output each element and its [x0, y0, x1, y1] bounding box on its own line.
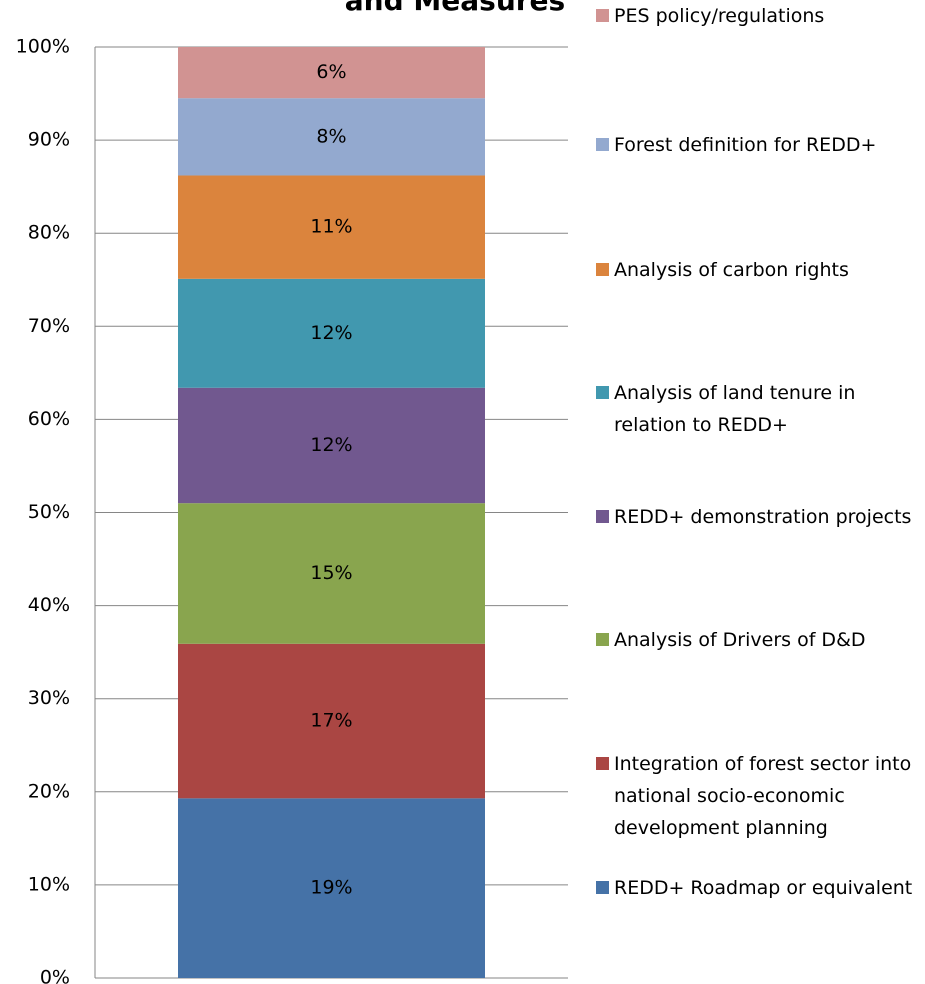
data-label: 17% [310, 710, 352, 732]
data-label: 15% [310, 562, 352, 584]
legend-item: Analysis of carbon rights [596, 254, 916, 286]
legend-label: Analysis of land tenure in relation to R… [614, 382, 856, 436]
y-tick-label: 40% [28, 594, 70, 616]
legend-label: Analysis of Drivers of D&D [614, 629, 866, 651]
y-tick-label: 80% [28, 222, 70, 244]
y-tick-label: 20% [28, 780, 70, 802]
data-label: 11% [310, 216, 352, 238]
legend-swatch [596, 9, 609, 22]
legend-swatch [596, 386, 609, 399]
data-label: 8% [316, 125, 346, 147]
y-tick-label: 30% [28, 687, 70, 709]
legend-label: REDD+ demonstration projects [614, 506, 912, 528]
legend-swatch [596, 263, 609, 276]
legend-swatch [596, 138, 609, 151]
y-tick-label: 50% [28, 501, 70, 523]
bar-segment [178, 643, 485, 799]
legend-label: Analysis of carbon rights [614, 259, 849, 281]
y-tick-label: 70% [28, 315, 70, 337]
chart-title: and Measures [345, 0, 565, 17]
legend-swatch [596, 633, 609, 646]
legend-swatch [596, 757, 609, 770]
legend-label: REDD+ Roadmap or equivalent [614, 877, 913, 899]
legend-item: Forest definition for REDD+ [596, 129, 916, 161]
bar-segment [178, 47, 485, 99]
y-tick-label: 60% [28, 408, 70, 430]
data-label: 19% [310, 877, 352, 899]
y-tick-label: 10% [28, 873, 70, 895]
legend-label: Integration of forest sector into nation… [614, 753, 912, 839]
bar-segment [178, 175, 485, 279]
data-label: 6% [316, 61, 346, 83]
bar-segment [178, 503, 485, 644]
data-label: 12% [310, 434, 352, 456]
legend-swatch [596, 881, 609, 894]
bar-segment [178, 278, 485, 388]
legend-label: PES policy/regulations [614, 5, 825, 27]
data-label: 12% [310, 322, 352, 344]
legend-label: Forest definition for REDD+ [614, 134, 877, 156]
y-tick-label: 0% [40, 967, 70, 984]
bar-segment [178, 387, 485, 504]
legend-item: REDD+ demonstration projects [596, 501, 916, 533]
legend-swatch [596, 510, 609, 523]
legend-item: Analysis of Drivers of D&D [596, 624, 916, 656]
y-tick-label: 90% [28, 129, 70, 151]
legend-item: Integration of forest sector into nation… [596, 748, 916, 844]
bar-segment [178, 798, 485, 978]
legend-item: Analysis of land tenure in relation to R… [596, 377, 916, 441]
y-tick-label: 100% [16, 36, 70, 58]
legend-item: PES policy/regulations [596, 0, 916, 32]
legend-item: REDD+ Roadmap or equivalent [596, 872, 916, 904]
bar-segment [178, 98, 485, 176]
